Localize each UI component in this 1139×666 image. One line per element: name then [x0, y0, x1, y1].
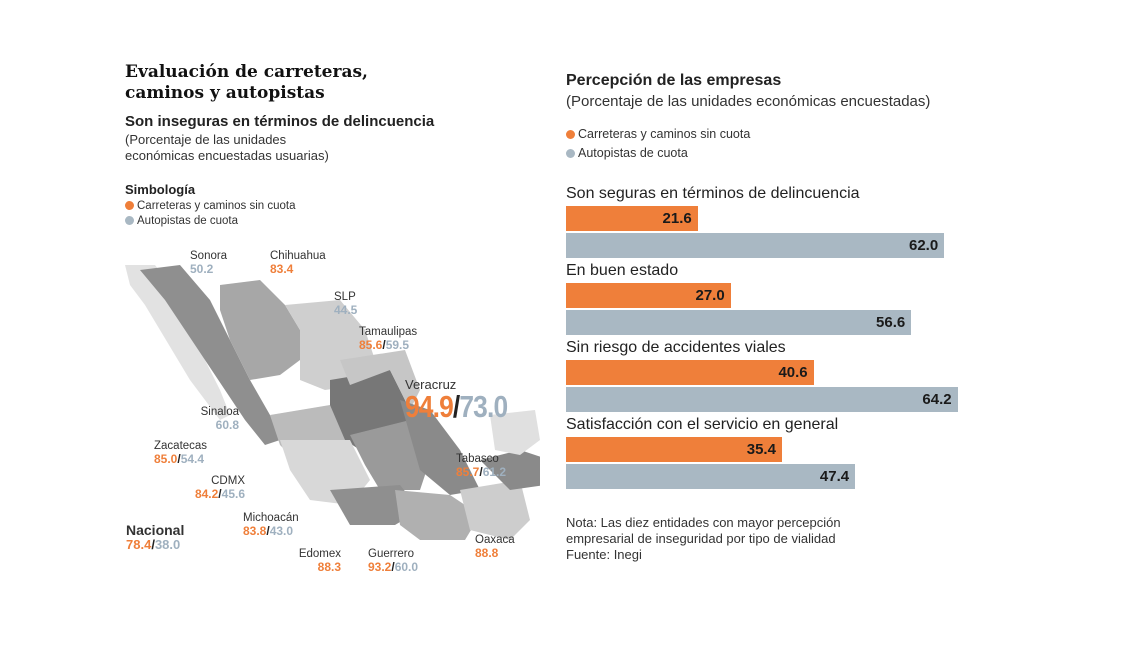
bar-sin-cuota: 35.4: [566, 437, 782, 462]
chart-legend-item-2: Autopistas de cuota: [566, 146, 688, 160]
map-shapes: [125, 265, 540, 540]
state-name: Nacional: [126, 522, 185, 538]
bar-value-label: 27.0: [695, 287, 725, 304]
bar-sin-cuota: 40.6: [566, 360, 814, 385]
left-subtitle: Son inseguras en términos de delincuenci…: [125, 113, 435, 130]
left-note-1: (Porcentaje de las unidades: [125, 132, 287, 147]
state-guerrero: Guerrero 93.2/60.0: [368, 548, 419, 574]
state-oaxaca: Oaxaca 88.8: [475, 534, 515, 560]
state-value-orange: 85.7: [456, 465, 480, 479]
bar-sin-cuota: 27.0: [566, 283, 731, 308]
state-name: SLP: [334, 291, 356, 303]
footer-note-2: empresarial de inseguridad por tipo de v…: [566, 531, 836, 546]
bar-cuota: 64.2: [566, 387, 958, 412]
state-name: Tabasco: [456, 453, 499, 465]
state-sonora: Sonora 50.2: [190, 250, 227, 276]
mexico-map: [125, 265, 540, 540]
left-title-line2: caminos y autopistas: [125, 83, 325, 103]
bar-sin-cuota: 21.6: [566, 206, 698, 231]
state-zacatecas: Zacatecas 85.0/54.4: [154, 440, 208, 466]
state-value-gray: 38.0: [154, 537, 181, 552]
category-label: Sin riesgo de accidentes viales: [566, 339, 786, 356]
state-name: Sonora: [190, 250, 228, 262]
legend-label: Autopistas de cuota: [137, 215, 239, 227]
state-value-orange: 83.4: [270, 262, 294, 276]
state-value-orange: 88.8: [475, 546, 499, 560]
footer-source: Fuente: Inegi: [566, 547, 642, 562]
bar-value-label: 56.6: [876, 314, 906, 331]
state-name: Tamaulipas: [359, 326, 418, 338]
legend-item-cuota: Autopistas de cuota: [125, 215, 238, 227]
bar-cuota: 47.4: [566, 464, 856, 489]
state-value-orange: 85.0: [154, 452, 178, 466]
state-name: Edomex: [298, 548, 341, 560]
state-name: Veracruz: [405, 377, 457, 392]
state-value-gray: 45.6: [221, 487, 245, 501]
state-name: Chihuahua: [270, 250, 326, 262]
state-edomex: Edomex 88.3: [296, 548, 341, 574]
gray-dot-icon: [566, 149, 575, 158]
legend-item-sin-cuota: Carreteras y caminos sin cuota: [125, 200, 296, 212]
state-value-gray: 54.4: [180, 452, 205, 466]
state-value-orange: 94.9: [405, 389, 454, 424]
bar-value-label: 21.6: [662, 210, 692, 227]
bar-value-label: 40.6: [778, 364, 808, 381]
state-cdmx: CDMX 84.2/45.6: [182, 475, 245, 501]
state-value-gray: 59.5: [385, 338, 410, 352]
legend-title: Simbología: [125, 182, 196, 197]
state-value-gray: 43.0: [269, 524, 294, 538]
left-note-2: económicas encuestadas usuarias): [125, 148, 329, 163]
bar-value-label: 47.4: [819, 468, 850, 485]
legend-label: Autopistas de cuota: [578, 146, 688, 160]
bar-cuota: 56.6: [566, 310, 912, 335]
nacional: Nacional 78.4/38.0: [126, 522, 185, 552]
footer-note-1: Nota: Las diez entidades con mayor perce…: [566, 515, 841, 530]
state-name: Zacatecas: [154, 440, 208, 452]
state-tabasco: Tabasco 85.7/61.2: [456, 453, 507, 479]
state-value-orange: 85.6: [359, 338, 383, 352]
orange-dot-icon: [566, 130, 575, 139]
chart-title: Percepción de las empresas: [566, 72, 782, 89]
state-veracruz: Veracruz 94.9/73.0: [405, 378, 525, 423]
category-label: En buen estado: [566, 262, 679, 279]
state-name: Oaxaca: [475, 534, 515, 546]
state-value-gray: 44.5: [334, 303, 358, 317]
state-value-orange: 83.8: [243, 524, 267, 538]
legend-label: Carreteras y caminos sin cuota: [578, 127, 751, 141]
state-value-orange: 84.2: [194, 487, 219, 501]
state-name: Guerrero: [368, 548, 415, 560]
left-title-line1: Evaluación de carreteras,: [125, 62, 368, 82]
state-value-gray: 50.2: [190, 262, 214, 276]
state-chihuahua: Chihuahua 83.4: [270, 250, 326, 276]
legend-label: Carreteras y caminos sin cuota: [137, 200, 296, 212]
category-label: Son seguras en términos de delincuencia: [566, 185, 860, 202]
state-value-gray: 73.0: [459, 389, 508, 424]
category-label: Satisfacción con el servicio en general: [566, 416, 839, 433]
state-value-gray: 61.2: [482, 465, 507, 479]
bar-cuota: 62.0: [566, 233, 945, 258]
bar-value-label: 62.0: [908, 237, 939, 254]
state-sinaloa: Sinaloa 60.8: [199, 406, 239, 432]
chart-legend-item-1: Carreteras y caminos sin cuota: [566, 127, 750, 141]
state-value-orange: 88.3: [317, 560, 341, 574]
chart-subtitle: (Porcentaje de las unidades económicas e…: [566, 93, 931, 110]
bar-value-label: 35.4: [746, 441, 776, 458]
state-michoacan: Michoacán 83.8/43.0: [243, 512, 299, 538]
state-tamaulipas: Tamaulipas 85.6/59.5: [359, 326, 418, 352]
state-slp: SLP 44.5: [334, 291, 357, 317]
state-value-gray: 60.0: [394, 560, 419, 574]
state-value-orange: 78.4: [126, 537, 152, 552]
state-name: Michoacán: [243, 512, 299, 524]
orange-dot-icon: [125, 201, 134, 210]
state-value-gray: 60.8: [215, 418, 239, 432]
state-value-orange: 93.2: [368, 560, 392, 574]
state-name: Sinaloa: [200, 406, 239, 418]
state-name: CDMX: [211, 475, 245, 487]
gray-dot-icon: [125, 216, 134, 225]
bar-value-label: 64.2: [922, 391, 952, 408]
